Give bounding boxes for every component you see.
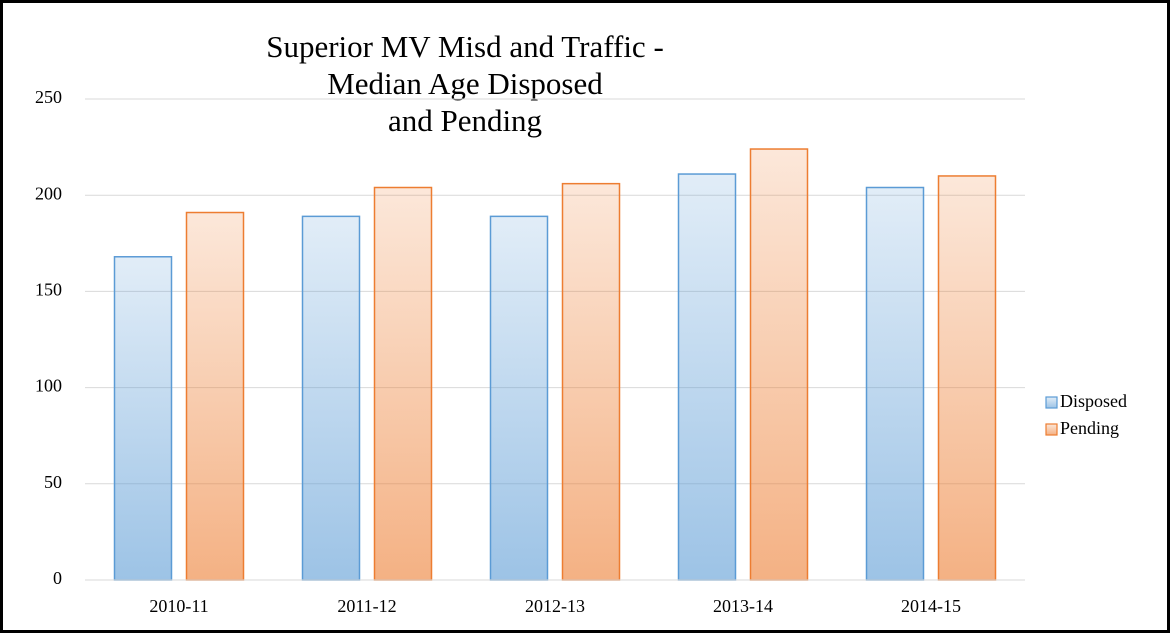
chart-title: Superior MV Misd and Traffic -: [266, 29, 664, 64]
x-tick-label: 2012-13: [525, 596, 585, 616]
bar: [301, 215, 361, 581]
chart-title: and Pending: [388, 103, 542, 138]
legend-label: Disposed: [1060, 391, 1127, 411]
x-tick-label: 2013-14: [713, 596, 773, 616]
bar: [489, 215, 549, 581]
bar: [561, 182, 621, 581]
x-tick-label: 2010-11: [149, 596, 208, 616]
legend-label: Pending: [1060, 418, 1119, 438]
bar: [113, 256, 173, 581]
y-tick-label: 200: [35, 183, 62, 203]
y-tick-label: 100: [35, 376, 62, 396]
bar: [677, 173, 737, 581]
bar: [373, 186, 433, 581]
x-tick-label: 2011-12: [337, 596, 396, 616]
y-tick-label: 150: [35, 280, 62, 300]
bar: [749, 148, 809, 581]
legend-swatch: [1045, 396, 1058, 409]
x-tick-label: 2014-15: [901, 596, 961, 616]
bar: [185, 211, 245, 581]
y-tick-label: 50: [44, 472, 62, 492]
bar: [865, 186, 925, 581]
chart-title: Median Age Disposed: [327, 66, 603, 101]
legend-swatch: [1045, 423, 1058, 436]
y-tick-label: 250: [35, 87, 62, 107]
y-tick-label: 0: [53, 568, 62, 588]
bar: [937, 175, 997, 581]
